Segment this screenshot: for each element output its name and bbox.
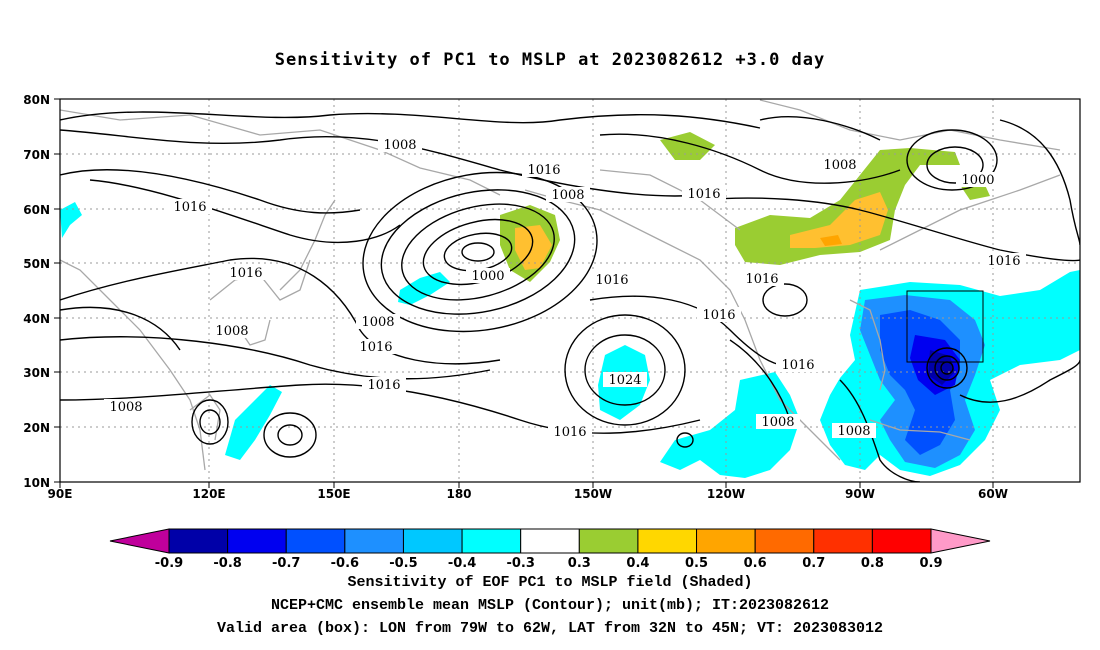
lon-label: 120E — [192, 487, 225, 501]
graticule — [60, 99, 1080, 482]
colorbar-left-arrow — [109, 528, 170, 554]
contour-label: 1016 — [702, 308, 735, 323]
shade-pos-alaska — [660, 132, 715, 160]
contour-label: 1008 — [761, 415, 794, 430]
contour-label: 1008 — [215, 324, 248, 339]
contour-label: 1016 — [527, 163, 560, 178]
colorbar-label: 0.8 — [861, 556, 884, 571]
colorbar-label: 0.4 — [626, 556, 649, 571]
colorbar-label: -0.7 — [272, 556, 300, 571]
tick-marks — [54, 98, 994, 488]
contour-label: 1008 — [383, 138, 416, 153]
contour-label: 1016 — [359, 340, 392, 355]
lat-label: 10N — [23, 476, 50, 490]
colorbar-cell — [285, 528, 346, 554]
colorbar-cell — [871, 528, 932, 554]
lon-label: 120W — [707, 487, 745, 501]
colorbar-cell — [168, 528, 229, 554]
colorbar-label: -0.6 — [331, 556, 359, 571]
colorbar-cell — [461, 528, 522, 554]
colorbar-label: 0.9 — [919, 556, 942, 571]
colorbar-cell — [637, 528, 698, 554]
colorbar-cell — [813, 528, 873, 554]
contour-label: 1008 — [837, 424, 870, 439]
contour-label: 1016 — [987, 254, 1020, 269]
contour-label: 1016 — [745, 272, 778, 287]
lon-label: 150E — [317, 487, 350, 501]
colorbar-label: -0.9 — [155, 556, 183, 571]
colorbar-cell — [696, 528, 756, 554]
contour-label: 1008 — [109, 400, 142, 415]
lat-label: 50N — [23, 257, 50, 271]
valid-area-box — [906, 290, 984, 363]
colorbar-cell — [344, 528, 404, 554]
caption-line-2: NCEP+CMC ensemble mean MSLP (Contour); u… — [270, 597, 830, 614]
shade-neg-mexico — [660, 372, 800, 478]
lat-label: 30N — [23, 366, 50, 380]
contour-label: 1008 — [823, 158, 856, 173]
colorbar: -0.9 -0.8 -0.7 -0.6 -0.5 -0.4 -0.3 0.3 0.4 0.5 0.6… — [109, 528, 991, 571]
contour-label: 1016 — [595, 273, 628, 288]
colorbar-label: 0.6 — [744, 556, 767, 571]
longitude-labels: 90E 120E 150E 180 150W 120W 90W 60W — [48, 487, 1008, 501]
contour-label: 1000 — [471, 269, 504, 284]
contour-label: 1016 — [173, 200, 206, 215]
map-plot-area — [60, 99, 1080, 482]
colorbar-cell — [402, 528, 463, 554]
colorbar-label: -0.3 — [506, 556, 534, 571]
lon-label: 90E — [48, 487, 73, 501]
contour-label: 1000 — [961, 173, 994, 188]
colorbar-right-arrow — [930, 528, 991, 554]
lon-label: 150W — [574, 487, 612, 501]
contour-label: 1016 — [553, 425, 586, 440]
colorbar-cell — [227, 528, 287, 554]
shade-pos-canada-peak — [820, 235, 842, 246]
colorbar-label: 0.5 — [685, 556, 708, 571]
shade-neg-asia — [60, 202, 82, 238]
latitude-labels: 80N 70N 60N 50N 40N 30N 20N 10N — [23, 93, 50, 490]
lat-label: 80N — [23, 93, 50, 107]
lat-label: 20N — [23, 421, 50, 435]
colorbar-label: 0.7 — [802, 556, 825, 571]
colorbar-label: -0.8 — [213, 556, 241, 571]
shade-pos-canada-core — [790, 192, 888, 248]
plot-frame — [59, 98, 1081, 483]
shade-neg-philippine — [225, 385, 282, 460]
caption-line-3: Valid area (box): LON from 79W to 62W, L… — [216, 620, 884, 637]
contour-label: 1008 — [551, 188, 584, 203]
contour-label: 1008 — [361, 315, 394, 330]
lon-label: 60W — [978, 487, 1008, 501]
contour-label: 1016 — [687, 187, 720, 202]
coastlines — [60, 99, 1061, 471]
colorbar-label: -0.4 — [448, 556, 476, 571]
contour-labels: 1008 1016 1008 1016 1008 1016 1000 1016 … — [104, 137, 1026, 440]
caption-line-1: Sensitivity of EOF PC1 to MSLP field (Sh… — [347, 574, 753, 591]
contour-label: 1016 — [781, 358, 814, 373]
contour-label: 1016 — [229, 266, 262, 281]
lon-label: 180 — [446, 487, 471, 501]
lat-label: 60N — [23, 203, 50, 217]
colorbar-label: -0.5 — [389, 556, 417, 571]
colorbar-cell — [754, 528, 815, 554]
colorbar-cell — [578, 528, 639, 554]
lon-label: 90W — [845, 487, 875, 501]
contour-label: 1016 — [367, 378, 400, 393]
lat-label: 40N — [23, 312, 50, 326]
lat-label: 70N — [23, 148, 50, 162]
colorbar-cell — [520, 528, 580, 554]
contour-label: 1024 — [608, 373, 641, 388]
page-title: Sensitivity of PC1 to MSLP at 2023082612… — [274, 50, 826, 70]
colorbar-label: 0.3 — [568, 556, 591, 571]
